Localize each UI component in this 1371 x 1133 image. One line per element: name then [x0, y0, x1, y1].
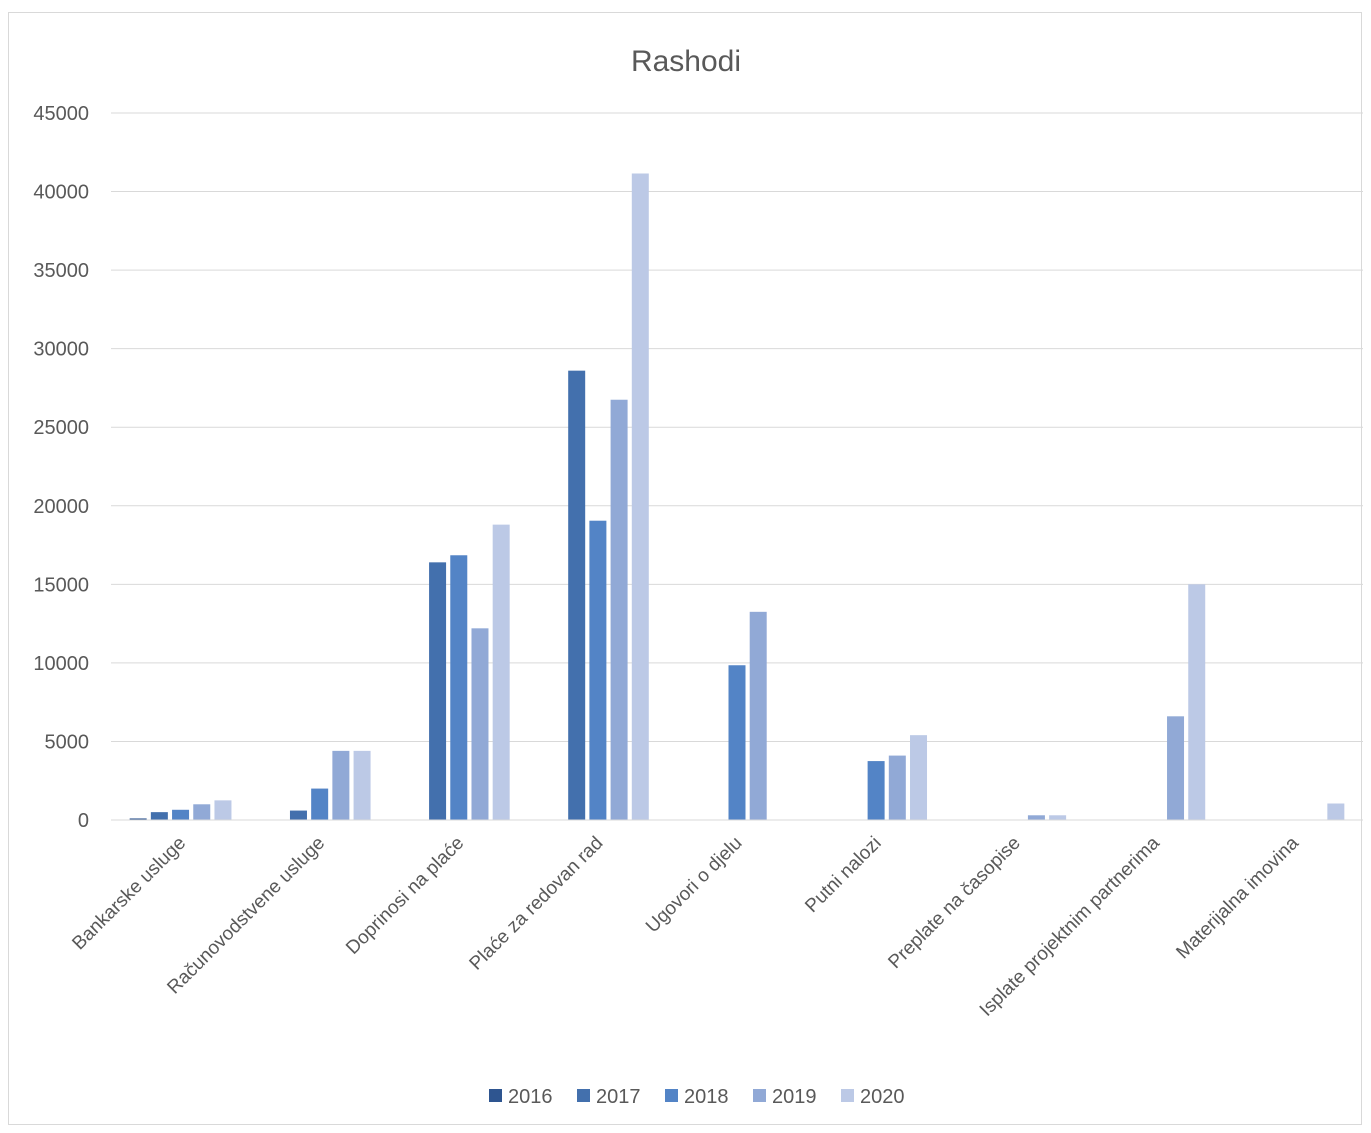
bar-2017-3 [429, 562, 447, 820]
x-tick-label: Materijalna imovina [1172, 832, 1303, 963]
bar-2016-1 [129, 818, 147, 820]
legend-swatch-2018 [665, 1089, 678, 1102]
bar-2020-2 [353, 750, 371, 820]
bar-2019-7 [1027, 815, 1045, 820]
axes: 0 5000 10000 15000 20000 25000 30000 35000 40000… [33, 103, 1363, 1021]
legend-swatch-2019 [753, 1089, 766, 1102]
x-tick-label: Putni nalozi [801, 833, 885, 917]
y-tick-label: 45000 [33, 103, 89, 125]
bar-2019-6 [888, 755, 906, 820]
y-tick-label: 5000 [45, 731, 90, 753]
bar-2019-1 [193, 804, 211, 820]
legend: 2016 2017 2018 2019 2020 [489, 1086, 905, 1108]
bar-2020-7 [1049, 815, 1067, 820]
chart-title: Rashodi [631, 45, 741, 78]
legend-label-2020: 2020 [860, 1086, 905, 1108]
y-tick-label: 35000 [33, 260, 89, 282]
legend-label-2019: 2019 [772, 1086, 817, 1108]
bar-2018-1 [172, 809, 190, 820]
bar-2017-1 [150, 812, 168, 820]
bar-2020-9 [1327, 803, 1345, 820]
bar-2019-5 [749, 611, 767, 820]
bar-2018-5 [728, 665, 746, 820]
legend-swatch-2017 [577, 1089, 590, 1102]
x-tick-label: Računovodstvene usluge [163, 833, 329, 999]
x-tick-label: Plaće za redovan rad [466, 833, 608, 975]
bar-2018-2 [311, 788, 329, 820]
bar-2020-6 [910, 735, 928, 820]
bar-2018-6 [867, 761, 885, 820]
y-tick-label: 40000 [33, 182, 89, 204]
bar-2018-4 [589, 520, 607, 820]
legend-label-2018: 2018 [684, 1086, 729, 1108]
bar-2019-3 [471, 628, 489, 820]
x-tick-label: Preplate na časopise [884, 833, 1024, 973]
y-tick-label: 15000 [33, 574, 89, 596]
y-tick-label: 0 [78, 810, 89, 832]
x-tick-label: Ugovori o djelu [642, 833, 746, 937]
x-tick-label: Bankarske usluge [68, 833, 190, 955]
bar-2017-4 [568, 370, 586, 820]
bar-2020-8 [1188, 584, 1206, 820]
y-tick-label: 10000 [33, 653, 89, 675]
legend-label-2016: 2016 [508, 1086, 553, 1108]
bar-2019-2 [332, 750, 350, 820]
legend-swatch-2016 [489, 1089, 502, 1102]
bar-2018-3 [450, 555, 468, 820]
y-tick-label: 25000 [33, 417, 89, 439]
bar-chart: Rashodi 0 5000 10000 15000 20000 25000 30000 35… [33, 45, 1363, 1108]
gridlines [111, 112, 1363, 742]
chart-frame: Rashodi 0 5000 10000 15000 20000 25000 30000 35… [8, 12, 1363, 1125]
y-tick-label: 20000 [33, 496, 89, 518]
y-tick-label: 30000 [33, 339, 89, 361]
bar-2017-2 [289, 810, 307, 820]
bar-2019-4 [610, 399, 628, 820]
x-tick-label: Doprinosi na plaće [342, 833, 468, 959]
legend-swatch-2020 [841, 1089, 854, 1102]
bar-2020-1 [214, 800, 232, 820]
bar-2020-4 [631, 173, 649, 820]
legend-label-2017: 2017 [596, 1086, 641, 1108]
bars [129, 173, 1345, 820]
bar-2020-3 [492, 524, 510, 820]
bar-2019-8 [1167, 716, 1185, 820]
